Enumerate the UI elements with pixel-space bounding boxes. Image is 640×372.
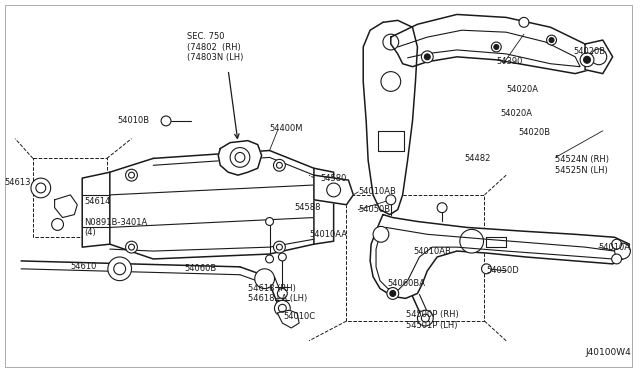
Circle shape [31, 178, 51, 198]
Polygon shape [218, 141, 262, 175]
Text: 54010AB: 54010AB [413, 247, 451, 256]
Text: 54050B: 54050B [358, 205, 390, 214]
Text: SEC. 750
(74802  (RH)
(74803N (LH): SEC. 750 (74802 (RH) (74803N (LH) [187, 32, 243, 62]
Circle shape [235, 153, 245, 162]
Circle shape [327, 183, 340, 197]
Text: 54010B: 54010B [117, 116, 149, 125]
Circle shape [612, 254, 621, 264]
Circle shape [36, 183, 45, 193]
Text: 54010C: 54010C [283, 312, 315, 321]
Text: 54020A: 54020A [506, 85, 538, 94]
Circle shape [519, 17, 529, 27]
Circle shape [161, 116, 171, 126]
Circle shape [417, 310, 433, 326]
Circle shape [278, 253, 286, 261]
Circle shape [494, 45, 499, 49]
Circle shape [390, 291, 396, 296]
Polygon shape [391, 15, 595, 74]
Polygon shape [54, 195, 77, 218]
Circle shape [437, 203, 447, 213]
Text: 54390: 54390 [496, 57, 523, 66]
Text: 54614: 54614 [84, 197, 111, 206]
Polygon shape [486, 237, 506, 247]
Text: 54618 (RH)
54618+A (LH): 54618 (RH) 54618+A (LH) [248, 283, 307, 303]
Polygon shape [82, 172, 110, 247]
Text: 54010A: 54010A [599, 243, 631, 251]
Circle shape [129, 172, 134, 178]
Text: 54060BA: 54060BA [388, 279, 426, 288]
Circle shape [549, 38, 554, 42]
Circle shape [125, 169, 138, 181]
Text: J40100W4: J40100W4 [585, 348, 631, 357]
Text: 54588: 54588 [294, 203, 321, 212]
Circle shape [421, 51, 433, 63]
Circle shape [273, 241, 285, 253]
Circle shape [383, 34, 399, 50]
Circle shape [277, 289, 287, 298]
Circle shape [278, 304, 286, 312]
Text: 54580: 54580 [321, 174, 347, 183]
Text: 54060B: 54060B [184, 264, 217, 273]
Circle shape [584, 56, 591, 63]
Circle shape [275, 300, 291, 316]
Circle shape [612, 239, 621, 249]
Circle shape [381, 72, 401, 92]
Text: 54010AB: 54010AB [358, 187, 396, 196]
Circle shape [114, 263, 125, 275]
Polygon shape [378, 131, 404, 151]
Polygon shape [277, 310, 299, 328]
Text: 54400M: 54400M [269, 124, 303, 133]
Circle shape [460, 230, 483, 253]
Circle shape [387, 288, 399, 299]
Circle shape [273, 159, 285, 171]
Circle shape [492, 42, 501, 52]
Circle shape [52, 218, 63, 230]
Circle shape [125, 241, 138, 253]
Text: 54610: 54610 [70, 262, 97, 271]
Circle shape [580, 53, 594, 67]
Text: 54020A: 54020A [500, 109, 532, 118]
Text: 54020B: 54020B [518, 128, 550, 137]
Polygon shape [314, 168, 333, 244]
Circle shape [424, 54, 430, 60]
Text: 54020B: 54020B [573, 47, 605, 57]
Polygon shape [585, 40, 612, 74]
Polygon shape [370, 215, 629, 298]
Text: 54010AA: 54010AA [309, 230, 347, 239]
Circle shape [255, 269, 275, 289]
Circle shape [373, 227, 389, 242]
Text: 54524N (RH)
54525N (LH): 54524N (RH) 54525N (LH) [556, 155, 609, 175]
Circle shape [276, 244, 282, 250]
Text: 54613: 54613 [4, 177, 31, 186]
Circle shape [266, 218, 273, 225]
Circle shape [129, 244, 134, 250]
Circle shape [108, 257, 131, 280]
Text: 54050D: 54050D [486, 266, 519, 275]
Text: N0891B-3401A
(4): N0891B-3401A (4) [84, 218, 147, 237]
Polygon shape [110, 151, 314, 259]
Circle shape [547, 35, 556, 45]
Circle shape [481, 264, 492, 274]
Circle shape [421, 314, 429, 322]
Circle shape [386, 195, 396, 205]
Polygon shape [364, 20, 417, 215]
Circle shape [266, 255, 273, 263]
Text: 54500P (RH)
54501P (LH): 54500P (RH) 54501P (LH) [406, 310, 458, 330]
Text: 54482: 54482 [465, 154, 491, 163]
Circle shape [591, 49, 607, 65]
Circle shape [614, 243, 630, 259]
Circle shape [276, 162, 282, 168]
Polygon shape [314, 175, 353, 205]
Circle shape [230, 148, 250, 167]
